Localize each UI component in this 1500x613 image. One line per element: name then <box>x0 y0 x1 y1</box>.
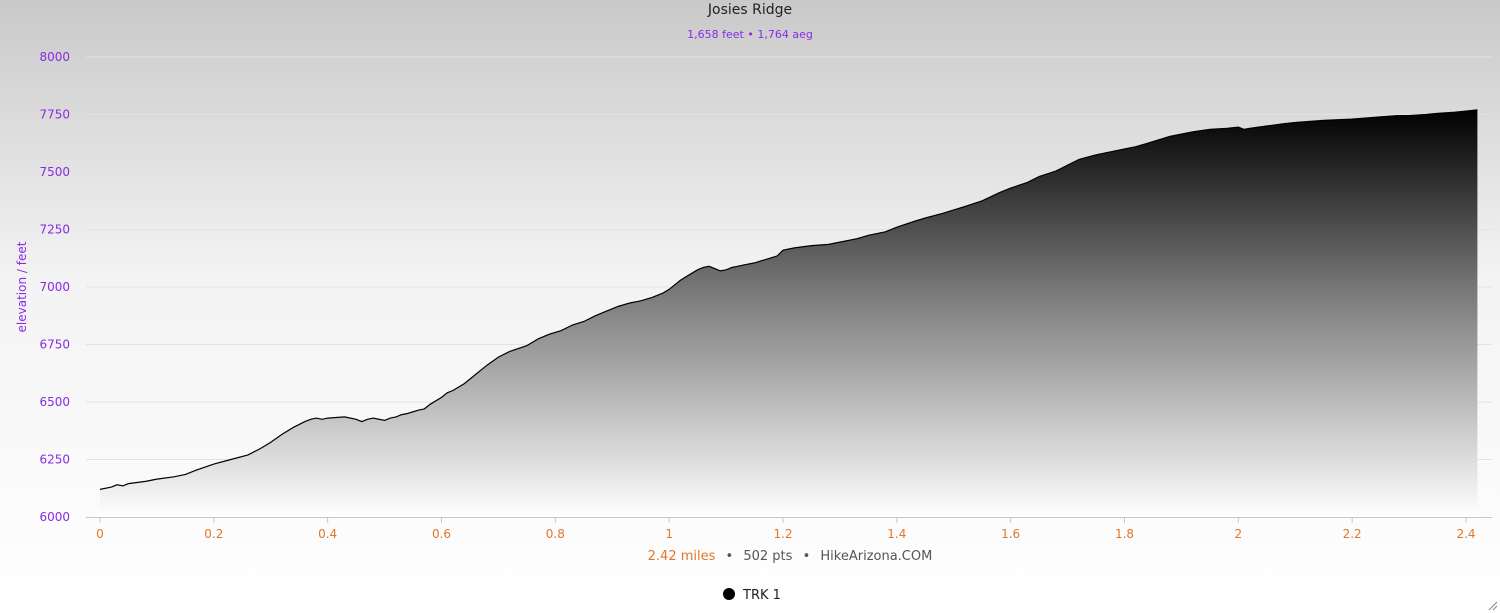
x-axis-label: 2.42 miles • 502 pts • HikeArizona.COM <box>648 549 933 564</box>
resize-grip-icon[interactable] <box>1488 601 1498 611</box>
y-tick-label: 6250 <box>39 453 70 467</box>
x-tick-label: 0 <box>96 527 104 541</box>
x-tick-label: 1.4 <box>887 527 906 541</box>
x-tick-label: 2.2 <box>1343 527 1362 541</box>
x-tick-label: 2.4 <box>1456 527 1475 541</box>
x-tick-label: 0.2 <box>204 527 223 541</box>
x-tick-label: 2 <box>1235 527 1243 541</box>
legend-item-trk1[interactable]: TRK 1 <box>742 588 781 603</box>
y-tick-label: 6750 <box>39 338 70 352</box>
x-tick-label: 1.6 <box>1001 527 1020 541</box>
x-tick-label: 0.8 <box>546 527 565 541</box>
separator-dot: • <box>803 549 811 564</box>
x-tick-label: 0.6 <box>432 527 451 541</box>
y-tick-label: 7250 <box>39 223 70 237</box>
x-tick-label: 1.8 <box>1115 527 1134 541</box>
elevation-area-group <box>99 109 1478 518</box>
chart-title: Josies Ridge <box>707 2 792 18</box>
y-tick-label: 7000 <box>39 280 70 294</box>
source-label: HikeArizona.COM <box>820 549 932 564</box>
y-tick-label: 6000 <box>39 510 70 524</box>
y-tick-label: 7750 <box>39 108 70 122</box>
x-axis-ticks: 0 0.2 0.4 0.6 0.8 1 1.2 1.4 1.6 1.8 2 2.2 2.4 <box>96 517 1476 541</box>
x-tick-label: 1.2 <box>773 527 792 541</box>
x-tick-label: 0.4 <box>318 527 337 541</box>
y-tick-label: 7500 <box>39 165 70 179</box>
chart-subtitle: 1,658 feet • 1,764 aeg <box>687 28 813 41</box>
x-tick-label: 1 <box>665 527 673 541</box>
elevation-area <box>100 109 1478 518</box>
y-tick-label: 8000 <box>39 50 70 64</box>
y-tick-label: 6500 <box>39 395 70 409</box>
distance-label: 2.42 miles <box>648 549 716 564</box>
y-axis-label: elevation / feet <box>15 241 29 332</box>
points-label: 502 pts <box>743 549 792 564</box>
legend[interactable]: TRK 1 <box>723 588 781 603</box>
y-axis-ticks: 6000 6250 6500 6750 7000 7250 7500 7750 8000 <box>39 50 70 524</box>
legend-marker-icon <box>723 588 735 600</box>
separator-dot: • <box>726 549 734 564</box>
elevation-line <box>99 109 1478 490</box>
